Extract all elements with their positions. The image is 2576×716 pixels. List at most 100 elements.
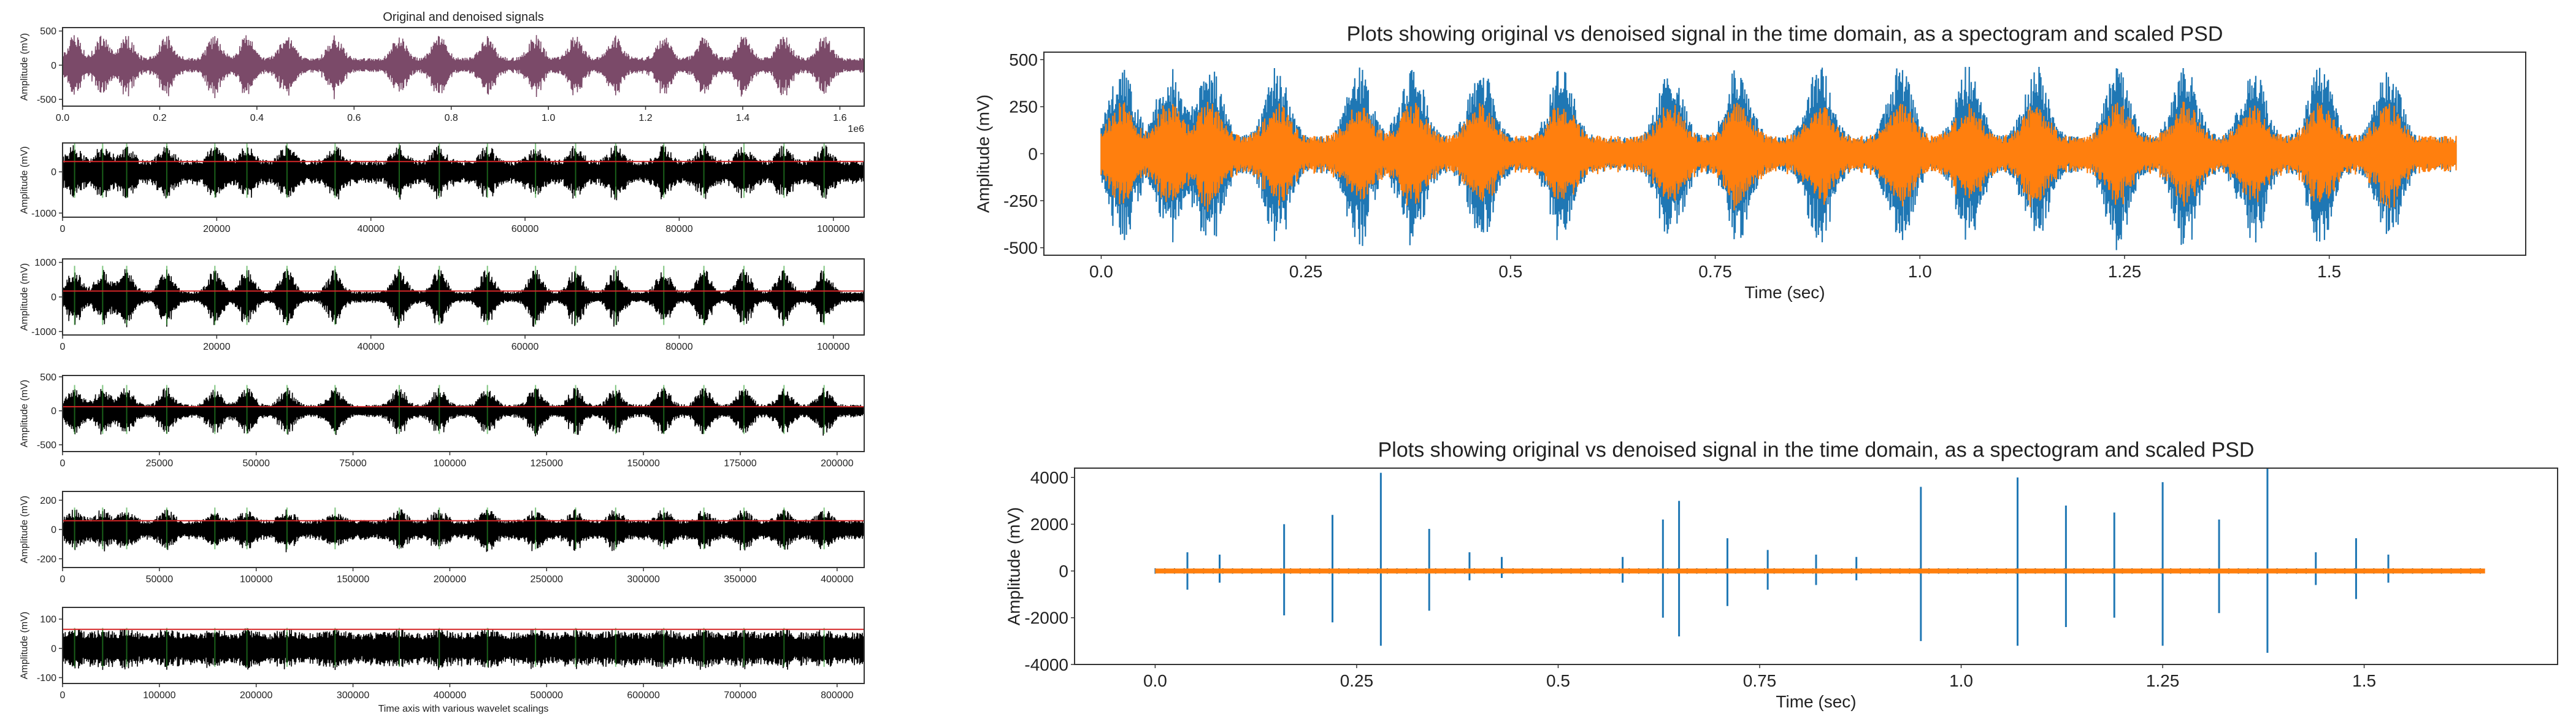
y-tick-label: -200: [37, 554, 56, 564]
x-tick-label: 0.5: [1546, 671, 1570, 690]
x-tick-label: 400000: [821, 574, 853, 585]
x-tick-label: 100000: [240, 574, 272, 585]
plot-area: [63, 507, 864, 553]
x-tick-label: 100000: [817, 224, 849, 234]
x-tick-label: 0.8: [445, 113, 458, 123]
chart-title: Plots showing original vs denoised signa…: [1347, 22, 2223, 45]
x-tick-label: 800000: [821, 690, 853, 701]
y-axis-label: Amplitude (mV): [973, 94, 992, 213]
axes-frame: [62, 607, 865, 684]
y-tick-label: -500: [37, 94, 56, 105]
y-tick-label: 0: [1028, 144, 1038, 163]
x-tick-label: 1.5: [2317, 262, 2341, 281]
y-tick-label: 0: [51, 406, 56, 417]
y-tick-label: -500: [37, 441, 56, 451]
x-tick-label: 60000: [512, 342, 539, 352]
y-tick-label: 0: [51, 644, 56, 654]
x-tick-label: 0.6: [347, 113, 361, 123]
y-tick-label: 250: [1009, 98, 1038, 117]
y-tick-label: 100: [40, 615, 56, 625]
y-tick-label: 500: [40, 26, 56, 37]
x-tick-label: 25000: [146, 458, 174, 469]
y-axis-label: Amplitude (mV): [19, 612, 29, 679]
x-tick-label: 150000: [337, 574, 369, 585]
x-tick-label: 0.4: [250, 113, 264, 123]
y-axis-label: Amplitude (mV): [1004, 507, 1023, 626]
original-series-line: [63, 269, 864, 328]
original-series-line: [63, 35, 864, 99]
x-tick-label: 200000: [821, 458, 853, 469]
x-tick-label: 50000: [146, 574, 174, 585]
x-tick-label: 1.0: [1908, 262, 1932, 281]
x-tick-label: 0.0: [1089, 262, 1113, 281]
x-tick-label: 100000: [434, 458, 466, 469]
x-tick-label: 0: [60, 224, 66, 234]
x-tick-label: 1.6: [833, 113, 846, 123]
x-tick-label: 0.0: [1143, 671, 1167, 690]
chart-left-3: 0 20000 40000 60000 80000 100000 1000 0 -1000Amp…: [19, 258, 865, 352]
y-tick-label: 0: [1059, 561, 1068, 580]
y-axis-label: Amplitude (mV): [19, 33, 29, 101]
x-tick-label: 80000: [665, 224, 693, 234]
x-tick-label: 0.25: [1340, 671, 1374, 690]
x-axis-label: Time (sec): [1744, 283, 1825, 302]
y-tick-label: 200: [40, 496, 56, 506]
x-tick-label: 700000: [724, 690, 756, 701]
chart-left-2: 0 20000 40000 60000 80000 100000 0 -1000Amplitu…: [19, 142, 865, 234]
x-tick-label: 0: [60, 342, 66, 352]
y-axis-label: Amplitude (mV): [19, 146, 29, 214]
y-tick-label: 1000: [34, 258, 56, 268]
y-tick-label: 0: [51, 61, 56, 71]
x-tick-label: 0.5: [1498, 262, 1522, 281]
y-tick-label: 2000: [1030, 515, 1068, 534]
y-tick-label: -1000: [31, 209, 56, 219]
x-tick-label: 0.25: [1289, 262, 1323, 281]
original-series-line: [63, 628, 864, 671]
x-tick-label: 150000: [627, 458, 659, 469]
x-tick-label: 200000: [434, 574, 466, 585]
chart-title: Original and denoised signals: [383, 10, 543, 24]
x-tick-label: 1.4: [736, 113, 749, 123]
x-tick-label: 0: [60, 458, 66, 469]
x-tick-label: 400000: [434, 690, 466, 701]
x-tick-label: 200000: [240, 690, 272, 701]
x-tick-label: 40000: [357, 342, 385, 352]
plot-area: [1154, 468, 2485, 653]
x-tick-label: 300000: [627, 574, 659, 585]
x-tick-label: 0: [60, 574, 66, 585]
x-tick-label: 50000: [242, 458, 270, 469]
chart-left-4: 0 25000 50000 75000 100000 125000 150000 175000…: [19, 372, 865, 469]
x-tick-label: 1.0: [1949, 671, 1973, 690]
x-tick-label: 500000: [531, 690, 563, 701]
x-axis-label: Time axis with various wavelet scalings: [378, 704, 549, 714]
y-tick-label: -4000: [1024, 655, 1068, 674]
axes-frame: [62, 27, 865, 107]
x-tick-label: 1.25: [2146, 671, 2180, 690]
y-axis-label: Amplitude (mV): [19, 380, 29, 447]
original-series-line: [63, 509, 864, 553]
plot-area: [63, 385, 864, 437]
x-tick-label: 60000: [512, 224, 539, 234]
x-tick-label: 100000: [817, 342, 849, 352]
axes-frame: [62, 142, 865, 218]
plot-area: [63, 35, 864, 99]
x-tick-label: 0.2: [153, 113, 166, 123]
x-axis-label: Time (sec): [1776, 692, 1856, 711]
y-tick-label: -500: [1003, 239, 1038, 258]
chart-title: Plots showing original vs denoised signa…: [1378, 438, 2255, 461]
x-tick-label: 1.5: [2352, 671, 2376, 690]
x-tick-label: 100000: [143, 690, 175, 701]
plot-area: [63, 143, 864, 201]
x-tick-label: 80000: [665, 342, 693, 352]
x-tick-label: 350000: [724, 574, 756, 585]
x-tick-label: 250000: [531, 574, 563, 585]
x-tick-label: 20000: [203, 342, 231, 352]
original-series-line: [63, 145, 864, 201]
y-tick-label: -2000: [1024, 609, 1068, 628]
y-tick-label: 0: [51, 167, 56, 178]
chart-right-top: 0.0 0.25 0.5 0.75 1.0 1.25 1.5 500 250 0 -250 -500 P…: [973, 22, 2526, 302]
chart-left-5: 0 50000 100000 150000 200000 250000 300000 3500…: [19, 491, 865, 585]
y-tick-label: 4000: [1030, 468, 1068, 487]
